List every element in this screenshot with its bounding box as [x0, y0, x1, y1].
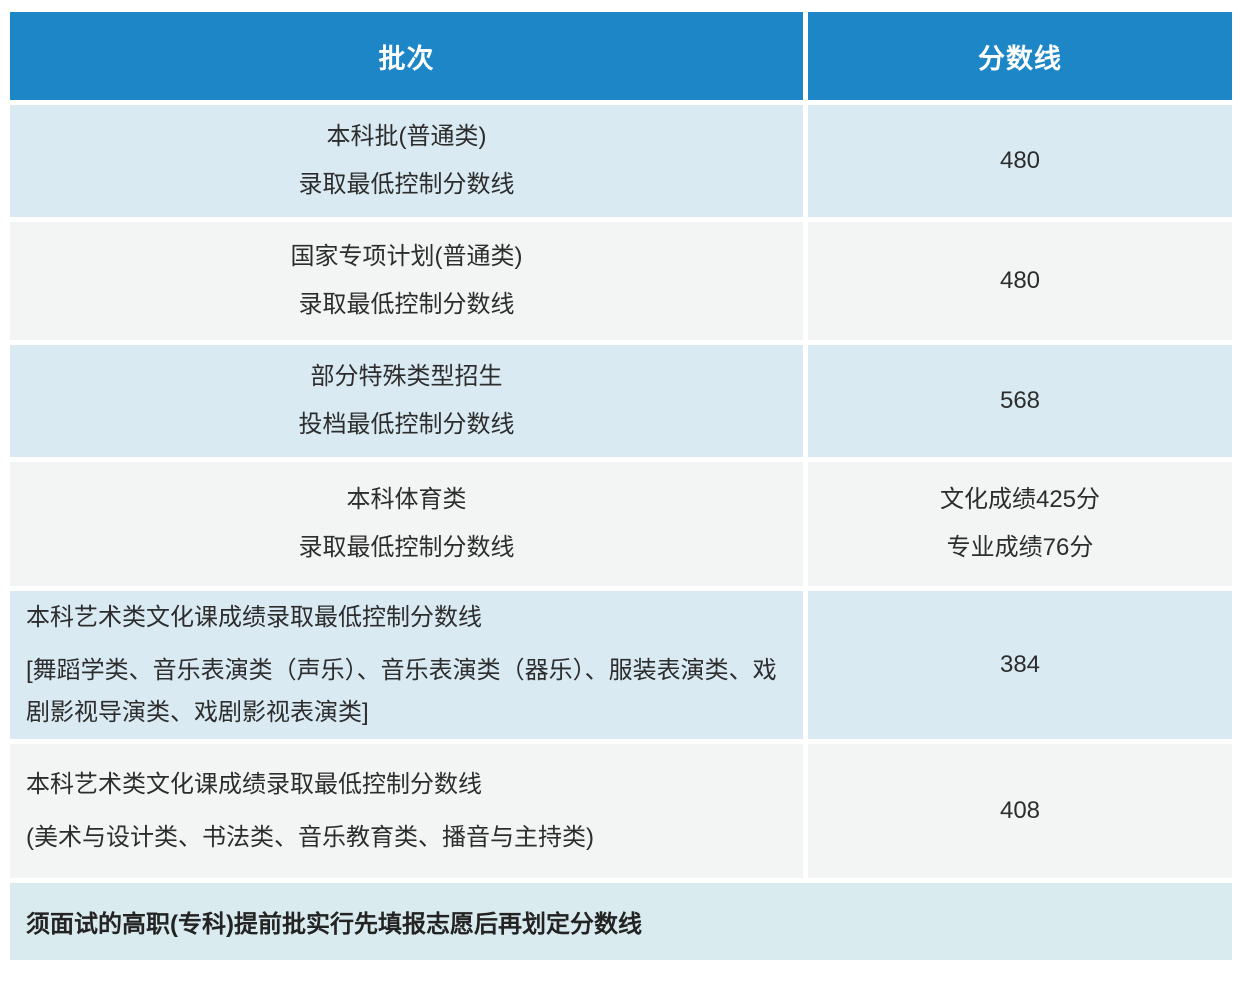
batch-line: 录取最低控制分数线 — [298, 291, 515, 318]
batch-line: 本科批(普通类) — [326, 123, 487, 150]
batch-line: 国家专项计划(普通类) — [290, 243, 523, 270]
table-row: 部分特殊类型招生 投档最低控制分数线 568 — [10, 345, 1232, 457]
table-row: 本科体育类 录取最低控制分数线 文化成绩425分 专业成绩76分 — [10, 462, 1232, 586]
score-value: 480 — [999, 147, 1041, 174]
batch-cell: 国家专项计划(普通类) 录取最低控制分数线 — [10, 222, 803, 340]
score-value: 文化成绩425分 — [939, 486, 1101, 513]
batch-cell: 本科批(普通类) 录取最低控制分数线 — [10, 105, 803, 217]
table-row: 本科批(普通类) 录取最低控制分数线 480 — [10, 105, 1232, 217]
score-value: 568 — [999, 387, 1041, 414]
batch-line: 录取最低控制分数线 — [298, 171, 515, 198]
batch-cell: 本科体育类 录取最低控制分数线 — [10, 462, 803, 586]
score-table: 批次 分数线 本科批(普通类) 录取最低控制分数线 480 国家专项计划(普通类… — [5, 7, 1237, 965]
table-footer-row: 须面试的高职(专科)提前批实行先填报志愿后再划定分数线 — [10, 883, 1232, 960]
header-batch: 批次 — [10, 12, 803, 100]
footer-note: 须面试的高职(专科)提前批实行先填报志愿后再划定分数线 — [10, 883, 1232, 960]
batch-line: 投档最低控制分数线 — [298, 411, 515, 438]
score-cell: 408 — [808, 744, 1232, 878]
score-value: 408 — [999, 797, 1041, 824]
batch-line: (美术与设计类、书法类、音乐教育类、播音与主持类) — [26, 823, 594, 851]
batch-line: 录取最低控制分数线 — [298, 534, 515, 561]
table-row: 本科艺术类文化课成绩录取最低控制分数线 [舞蹈学类、音乐表演类（声乐）、音乐表演… — [10, 591, 1232, 739]
batch-line: [舞蹈学类、音乐表演类（声乐）、音乐表演类（器乐）、服装表演类、戏剧影视导演类、… — [26, 656, 777, 726]
score-value: 480 — [999, 267, 1041, 294]
header-score: 分数线 — [808, 12, 1232, 100]
score-value: 384 — [999, 651, 1041, 678]
batch-line: 部分特殊类型招生 — [310, 363, 503, 390]
score-cell: 文化成绩425分 专业成绩76分 — [808, 462, 1232, 586]
score-cell: 384 — [808, 591, 1232, 739]
table-header-row: 批次 分数线 — [10, 12, 1232, 100]
batch-line: 本科艺术类文化课成绩录取最低控制分数线 — [26, 770, 482, 798]
score-cell: 480 — [808, 105, 1232, 217]
score-cell: 480 — [808, 222, 1232, 340]
score-value: 专业成绩76分 — [946, 534, 1094, 561]
score-cell: 568 — [808, 345, 1232, 457]
table-row: 国家专项计划(普通类) 录取最低控制分数线 480 — [10, 222, 1232, 340]
batch-line: 本科艺术类文化课成绩录取最低控制分数线 — [26, 603, 482, 631]
table-row: 本科艺术类文化课成绩录取最低控制分数线 (美术与设计类、书法类、音乐教育类、播音… — [10, 744, 1232, 878]
batch-cell: 本科艺术类文化课成绩录取最低控制分数线 (美术与设计类、书法类、音乐教育类、播音… — [10, 744, 803, 878]
batch-line: 本科体育类 — [346, 486, 467, 513]
batch-cell: 部分特殊类型招生 投档最低控制分数线 — [10, 345, 803, 457]
batch-cell: 本科艺术类文化课成绩录取最低控制分数线 [舞蹈学类、音乐表演类（声乐）、音乐表演… — [10, 591, 803, 739]
